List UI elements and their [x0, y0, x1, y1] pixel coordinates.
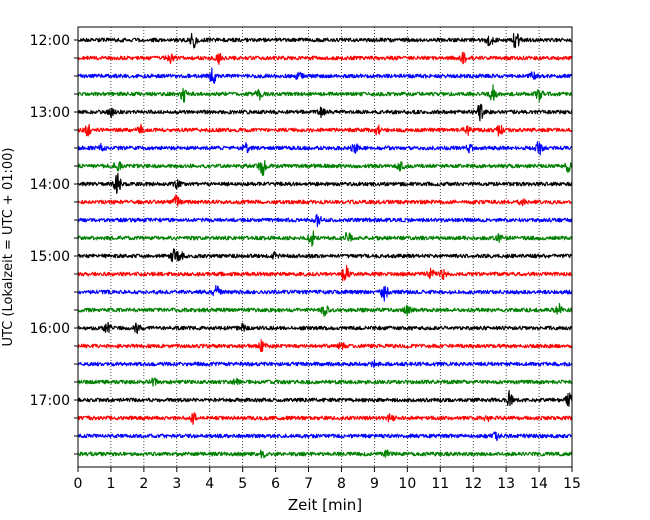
trace-14:30	[77, 213, 573, 228]
x-axis: 0 1 2 3 4 5 6 7 8 9 10 11 12 13 14 15	[74, 467, 581, 492]
trace-13:30	[77, 141, 573, 156]
x-tick-label-9: 9	[370, 476, 379, 492]
trace-16:15	[77, 339, 573, 352]
plot-area	[78, 27, 572, 467]
trace-17:15	[77, 412, 573, 425]
y-tick-label-12:00: 12:00	[30, 33, 70, 49]
trace-15:30	[77, 284, 573, 302]
trace-13:15	[77, 123, 573, 137]
y-tick-label-16:00: 16:00	[30, 321, 70, 337]
x-axis-label: Zeit [min]	[288, 496, 362, 514]
y-axis: 12:00 13:00 14:00 15:00 16:00 17:00	[30, 33, 78, 455]
x-tick-label-13: 13	[497, 476, 515, 492]
x-tick-label-0: 0	[74, 476, 83, 492]
x-tick-label-15: 15	[563, 476, 581, 492]
y-tick-label-13:00: 13:00	[30, 105, 70, 121]
x-tick-label-1: 1	[106, 476, 115, 492]
plot-frame	[77, 26, 573, 468]
x-tick-label-8: 8	[337, 476, 346, 492]
trace-15:45	[77, 302, 573, 317]
trace-13:00	[77, 103, 573, 122]
trace-16:45	[77, 377, 573, 387]
x-tick-label-7: 7	[304, 476, 313, 492]
trace-17:00	[77, 390, 573, 407]
x-tick-label-5: 5	[238, 476, 247, 492]
trace-group	[77, 32, 573, 459]
x-tick-label-14: 14	[530, 476, 548, 492]
trace-12:00	[77, 32, 573, 49]
trace-15:15	[77, 265, 573, 282]
x-tick-label-3: 3	[172, 476, 181, 492]
trace-12:30	[77, 67, 573, 84]
trace-14:00	[77, 172, 573, 194]
trace-14:45	[77, 230, 573, 248]
x-tick-label-2: 2	[139, 476, 148, 492]
trace-13:45	[77, 159, 573, 177]
trace-16:00	[77, 321, 573, 335]
y-tick-label-15:00: 15:00	[30, 249, 70, 265]
grid-lines	[110, 27, 540, 467]
x-tick-label-11: 11	[431, 476, 449, 492]
y-axis-label: UTC (Lokalzeit = UTC + 01:00)	[1, 148, 16, 347]
trace-12:45	[77, 84, 573, 103]
trace-12:15	[77, 51, 573, 65]
x-tick-label-10: 10	[398, 476, 416, 492]
x-tick-label-6: 6	[271, 476, 280, 492]
trace-15:00	[77, 248, 573, 263]
trace-17:45	[77, 449, 573, 459]
x-tick-label-4: 4	[205, 476, 214, 492]
x-tick-label-12: 12	[464, 476, 482, 492]
trace-16:30	[77, 359, 573, 369]
y-tick-label-14:00: 14:00	[30, 177, 70, 193]
y-tick-label-17:00: 17:00	[30, 393, 70, 409]
trace-14:15	[77, 194, 573, 207]
trace-17:30	[77, 431, 573, 442]
